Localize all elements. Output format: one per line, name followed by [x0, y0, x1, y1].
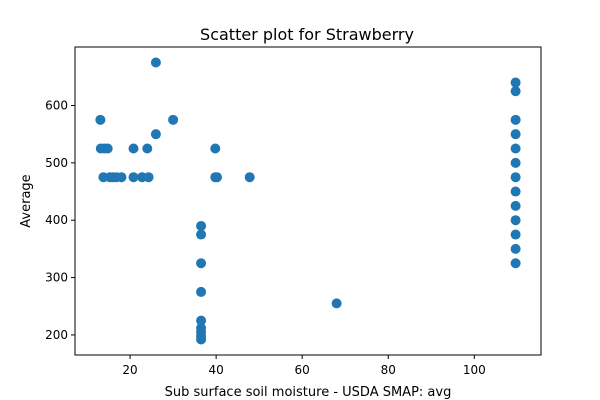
data-point — [128, 143, 139, 154]
x-axis-label: Sub surface soil moisture - USDA SMAP: a… — [165, 385, 452, 400]
y-tick-label: 400 — [45, 213, 68, 227]
chart-title: Scatter plot for Strawberry — [200, 25, 414, 44]
data-point — [510, 215, 521, 226]
data-point — [244, 172, 255, 183]
y-tick-label: 600 — [45, 99, 68, 113]
data-point — [510, 229, 521, 240]
y-tick-label: 200 — [45, 328, 68, 342]
data-point — [510, 186, 521, 197]
data-point — [331, 298, 342, 309]
ticks-layer: 20 40 60 80 100 200 300 400 500 600 — [45, 99, 486, 377]
y-tick-label: 500 — [45, 156, 68, 170]
data-point — [150, 129, 161, 140]
x-tick-label: 20 — [122, 363, 137, 377]
data-point — [510, 200, 521, 211]
plot-frame — [74, 46, 542, 356]
data-point — [196, 229, 207, 240]
data-point — [143, 172, 154, 183]
data-point — [510, 129, 521, 140]
data-point — [211, 172, 222, 183]
y-tick-label: 300 — [45, 271, 68, 285]
data-point — [510, 172, 521, 183]
data-point — [128, 172, 139, 183]
data-point — [116, 172, 127, 183]
data-point — [196, 334, 207, 345]
data-point — [510, 143, 521, 154]
data-point — [150, 57, 161, 68]
data-point — [102, 143, 113, 154]
data-point — [196, 220, 207, 231]
data-point — [510, 86, 521, 97]
data-point — [196, 315, 207, 326]
x-tick-label: 100 — [463, 363, 486, 377]
data-point — [196, 286, 207, 297]
data-point — [142, 143, 153, 154]
data-point — [168, 114, 179, 125]
x-tick-label: 40 — [208, 363, 223, 377]
x-tick-label: 60 — [295, 363, 310, 377]
x-tick-label: 80 — [381, 363, 396, 377]
data-point — [196, 258, 207, 269]
data-point — [210, 143, 221, 154]
data-point — [510, 77, 521, 88]
data-point — [510, 243, 521, 254]
data-point — [510, 157, 521, 168]
points-layer — [95, 57, 521, 345]
data-point — [510, 258, 521, 269]
y-axis-label: Average — [19, 174, 34, 227]
data-point — [510, 114, 521, 125]
data-point — [95, 114, 106, 125]
